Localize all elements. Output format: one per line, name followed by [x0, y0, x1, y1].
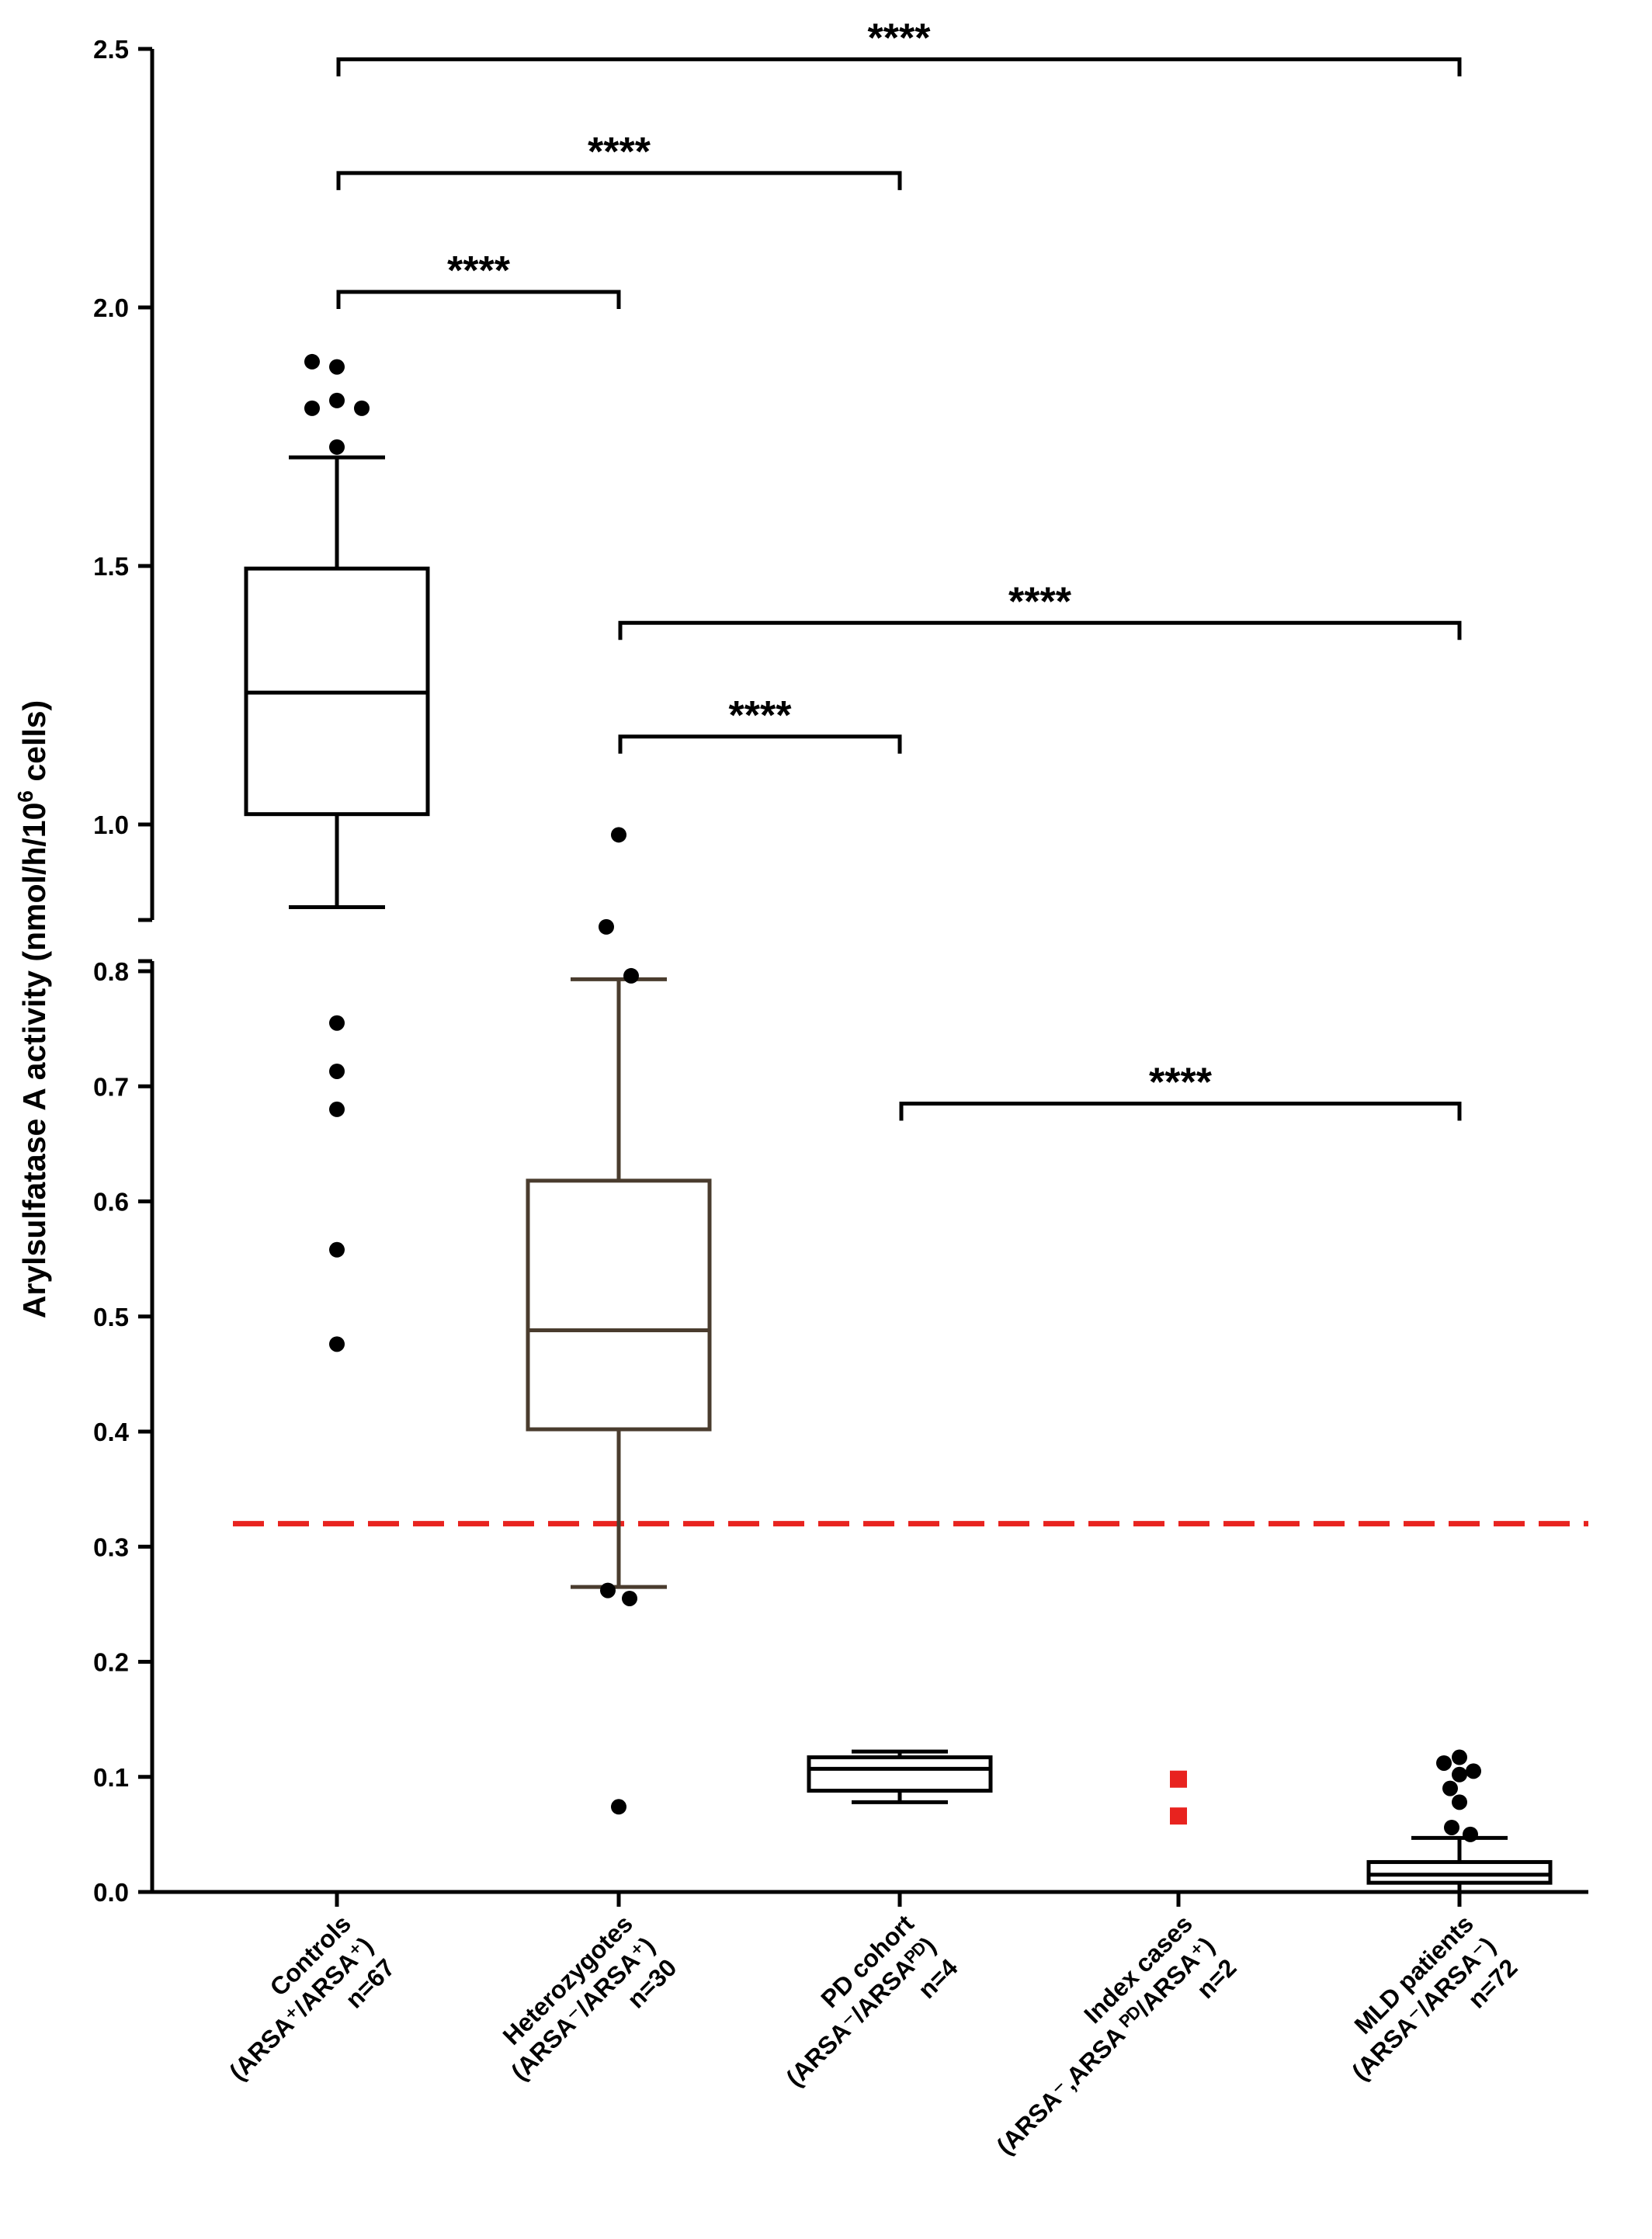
outlier-point — [304, 353, 320, 370]
y-tick-label: 0.8 — [93, 957, 129, 986]
significance-stars: **** — [1008, 579, 1072, 624]
outlier-point — [1463, 1826, 1478, 1842]
outlier-point — [1452, 1749, 1467, 1765]
x-category-label: Controls(ARSA⁺/ARSA⁺)n=67 — [224, 1909, 400, 2085]
outlier-point — [354, 400, 370, 416]
y-tick-label: 0.5 — [93, 1303, 129, 1331]
outlier-point — [329, 1241, 345, 1258]
y-tick-label: 1.5 — [93, 552, 129, 581]
x-category-label: PD cohort(ARSA⁻/ARSAᴾᴰ)n=4 — [780, 1909, 963, 2091]
significance-stars: **** — [447, 248, 511, 293]
outlier-point — [1444, 1819, 1459, 1835]
outlier-point — [1466, 1763, 1481, 1779]
outlier-point — [329, 439, 345, 455]
outlier-point — [1436, 1755, 1452, 1771]
y-axis: 0.0 0.1 0.2 0.3 0.4 0.5 0.6 0.7 0.8 1.0 1.5 2.0 2.5 — [93, 35, 154, 1907]
significance-bracket — [618, 620, 1462, 640]
significance-bracket — [336, 171, 902, 190]
y-tick-label: 0.2 — [93, 1648, 129, 1677]
y-tick-label: 0.6 — [93, 1188, 129, 1217]
y-tick-label: 0.1 — [93, 1763, 129, 1792]
y-axis-title: Arylsulfatase A activity (nmol/h/106 cel… — [13, 700, 52, 1318]
outlier-point — [329, 1015, 345, 1031]
data-point-square — [1170, 1807, 1187, 1825]
significance-bracket — [899, 1101, 1462, 1121]
y-tick-label: 0.3 — [93, 1533, 129, 1561]
box-iqr — [526, 1179, 712, 1432]
y-tick-label: 0.7 — [93, 1072, 129, 1101]
outlier-point — [329, 1063, 345, 1079]
data-point-square — [1170, 1770, 1187, 1788]
y-tick-label: 2.5 — [93, 35, 129, 64]
outlier-point — [622, 1590, 637, 1606]
point-layer — [304, 353, 1481, 1842]
outlier-point — [599, 918, 614, 935]
x-category-label: MLD patients(ARSA⁻/ARSA⁻)n=72 — [1346, 1909, 1522, 2085]
outlier-point — [329, 1101, 345, 1117]
significance-stars: **** — [1149, 1060, 1213, 1105]
x-category-label: Heterozygotes(ARSA⁻/ARSA⁺)n=30 — [498, 1909, 682, 2085]
outlier-point — [600, 1582, 616, 1599]
outlier-point — [623, 967, 639, 984]
y-tick-label: 1.0 — [93, 811, 129, 839]
outlier-point — [329, 392, 345, 408]
significance-stars: **** — [729, 693, 793, 738]
significance-bracket — [336, 290, 621, 310]
x-category-label: Index cases(ARSA⁻,ARSA ᴾᴰ/ARSA⁺)n=2 — [991, 1909, 1242, 2161]
outlier-point — [329, 1336, 345, 1352]
outlier-point — [1442, 1780, 1458, 1796]
outlier-point — [1452, 1794, 1467, 1810]
outlier-point — [611, 827, 626, 843]
outlier-point — [1452, 1766, 1467, 1783]
outlier-point — [329, 359, 345, 375]
outlier-point — [304, 400, 320, 416]
x-category-label-line: (ARSA⁻,ARSA ᴾᴰ/ARSA⁺) — [991, 1932, 1220, 2161]
significance-bracket — [336, 57, 1462, 77]
significance-bracket — [618, 734, 902, 754]
y-tick-label: 0.4 — [93, 1418, 130, 1446]
y-tick-label: 2.0 — [93, 293, 129, 322]
box-iqr — [807, 1755, 993, 1793]
significance-stars: **** — [588, 130, 651, 175]
box-iqr — [1366, 1859, 1553, 1885]
x-axis: Controls(ARSA⁺/ARSA⁺)n=67 Heterozygotes(A… — [151, 1890, 1588, 2161]
significance-brackets: **** **** **** **** **** **** — [336, 16, 1462, 1121]
y-tick-label: 0.0 — [93, 1878, 129, 1907]
outlier-point — [611, 1799, 626, 1815]
significance-stars: **** — [868, 16, 932, 61]
box-layer — [244, 455, 1553, 1894]
